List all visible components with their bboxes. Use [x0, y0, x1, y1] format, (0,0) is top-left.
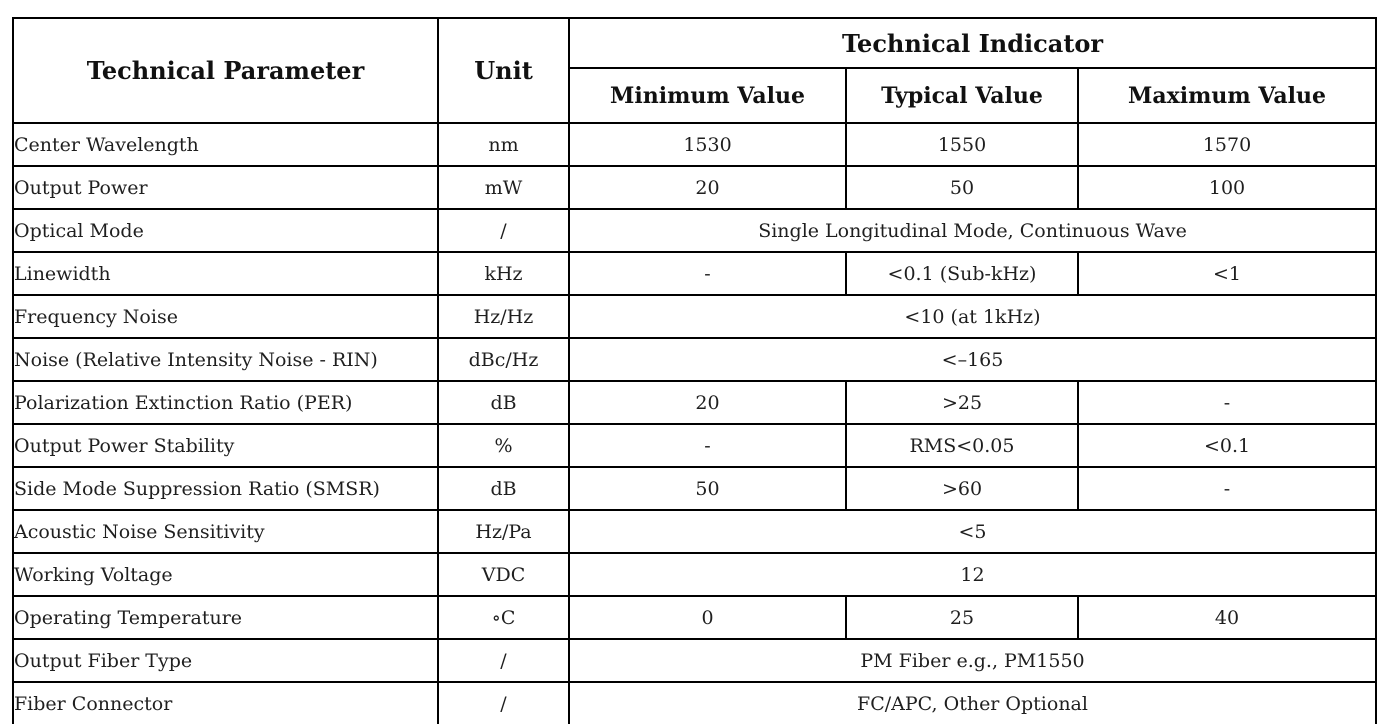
unit-cell: / — [437, 208, 570, 253]
typical-value-cell: >60 — [845, 466, 1079, 511]
unit-cell: kHz — [437, 251, 570, 296]
typical-value-cell: 50 — [845, 165, 1079, 210]
max-value-cell: <0.1 — [1076, 423, 1378, 468]
max-value-cell: 100 — [1076, 165, 1378, 210]
merged-value-cell: 12 — [567, 552, 1378, 597]
typical-value-cell: >25 — [845, 380, 1079, 425]
unit-cell: dB — [437, 380, 570, 425]
table-row: Fiber Connector / FC/APC, Other Optional — [12, 681, 1378, 724]
max-value-cell: - — [1076, 380, 1378, 425]
unit-cell: VDC — [437, 552, 570, 597]
merged-value-cell: Single Longitudinal Mode, Continuous Wav… — [567, 208, 1378, 253]
table-row: Output Fiber Type / PM Fiber e.g., PM1550 — [12, 638, 1378, 683]
table-row: Frequency Noise Hz/Hz <10 (at 1kHz) — [12, 294, 1378, 339]
header-technical-indicator: Technical Indicator — [567, 17, 1378, 69]
table-row: Output Power Stability% - RMS<0.05 <0.1 — [12, 423, 1378, 468]
header-minimum-value: Minimum Value — [568, 67, 847, 124]
table-row: Center Wavelength nm 1530 1550 1570 — [12, 122, 1378, 167]
table-row: Side Mode Suppression Ratio (SMSR) dB 50 >6… — [12, 466, 1378, 511]
table-row: Optical Mode / Single Longitudinal Mode, C… — [12, 208, 1378, 253]
unit-cell: dB — [437, 466, 570, 511]
parameter-cell: Noise (Relative Intensity Noise - RIN) — [12, 337, 439, 382]
parameter-cell: Center Wavelength — [12, 122, 439, 167]
parameter-cell: Linewidth — [12, 251, 439, 296]
header-maximum-value: Maximum Value — [1076, 67, 1378, 124]
parameter-cell: Polarization Extinction Ratio (PER) — [12, 380, 439, 425]
header-row-sub: Minimum Value Typical Value Maximum Valu… — [13, 67, 1378, 124]
header-unit: Unit — [437, 17, 570, 124]
unit-cell: dBc/Hz — [437, 337, 570, 382]
parameter-cell: Output Power Stability — [12, 423, 439, 468]
max-value-cell: 40 — [1076, 595, 1378, 640]
parameter-cell: Optical Mode — [12, 208, 439, 253]
merged-value-cell: PM Fiber e.g., PM1550 — [567, 638, 1378, 683]
header-technical-parameter: Technical Parameter — [12, 17, 439, 124]
unit-cell: Hz/Hz — [437, 294, 570, 339]
unit-cell: / — [437, 638, 570, 683]
table-row: Noise (Relative Intensity Noise - RIN) dB… — [12, 337, 1378, 382]
unit-cell: nm — [437, 122, 570, 167]
min-value-cell: - — [568, 423, 847, 468]
unit-cell: % — [437, 423, 570, 468]
min-value-cell: 50 — [568, 466, 847, 511]
merged-value-cell: <–165 — [567, 337, 1378, 382]
min-value-cell: 0 — [568, 595, 847, 640]
parameter-cell: Operating Temperature — [12, 595, 439, 640]
merged-value-cell: <5 — [567, 509, 1378, 554]
parameter-cell: Side Mode Suppression Ratio (SMSR) — [12, 466, 439, 511]
table-row: Acoustic Noise Sensitivity Hz/Pa <5 — [12, 509, 1378, 554]
typical-value-cell: <0.1 (Sub-kHz) — [845, 251, 1079, 296]
parameter-cell: Acoustic Noise Sensitivity — [12, 509, 439, 554]
unit-cell: mW — [437, 165, 570, 210]
max-value-cell: - — [1076, 466, 1378, 511]
parameter-cell: Output Fiber Type — [12, 638, 439, 683]
min-value-cell: 20 — [568, 380, 847, 425]
table-row: Polarization Extinction Ratio (PER) dB 20 >… — [12, 380, 1378, 425]
header-row-top: Technical Parameter Unit Technical Indic… — [12, 17, 1378, 124]
table-row: Working Voltage VDC 12 — [12, 552, 1378, 597]
unit-cell: / — [437, 681, 570, 724]
parameter-cell: Working Voltage — [12, 552, 439, 597]
min-value-cell: - — [568, 251, 847, 296]
min-value-cell: 1530 — [568, 122, 847, 167]
min-value-cell: 20 — [568, 165, 847, 210]
table-row: Output Power mW 20 50 100 — [12, 165, 1378, 210]
table-row: Linewidth kHz - <0.1 (Sub-kHz) <1 — [12, 251, 1378, 296]
merged-value-cell: <10 (at 1kHz) — [567, 294, 1378, 339]
unit-cell: Hz/Pa — [437, 509, 570, 554]
parameter-cell: Fiber Connector — [12, 681, 439, 724]
parameter-cell: Output Power — [12, 165, 439, 210]
max-value-cell: 1570 — [1076, 122, 1378, 167]
typical-value-cell: RMS<0.05 — [845, 423, 1079, 468]
table-row: Operating Temperature ∘C 0 25 40 — [12, 595, 1378, 640]
unit-cell: ∘C — [437, 595, 570, 640]
typical-value-cell: 1550 — [845, 122, 1079, 167]
parameter-cell: Frequency Noise — [12, 294, 439, 339]
max-value-cell: <1 — [1076, 251, 1378, 296]
header-typical-value: Typical Value — [845, 67, 1079, 124]
technical-spec-table: Technical Parameter Unit Technical Indic… — [12, 17, 1378, 724]
table-body: Center Wavelength nm 1530 1550 1570 Output Po… — [12, 122, 1378, 724]
typical-value-cell: 25 — [845, 595, 1079, 640]
merged-value-cell: FC/APC, Other Optional — [567, 681, 1378, 724]
